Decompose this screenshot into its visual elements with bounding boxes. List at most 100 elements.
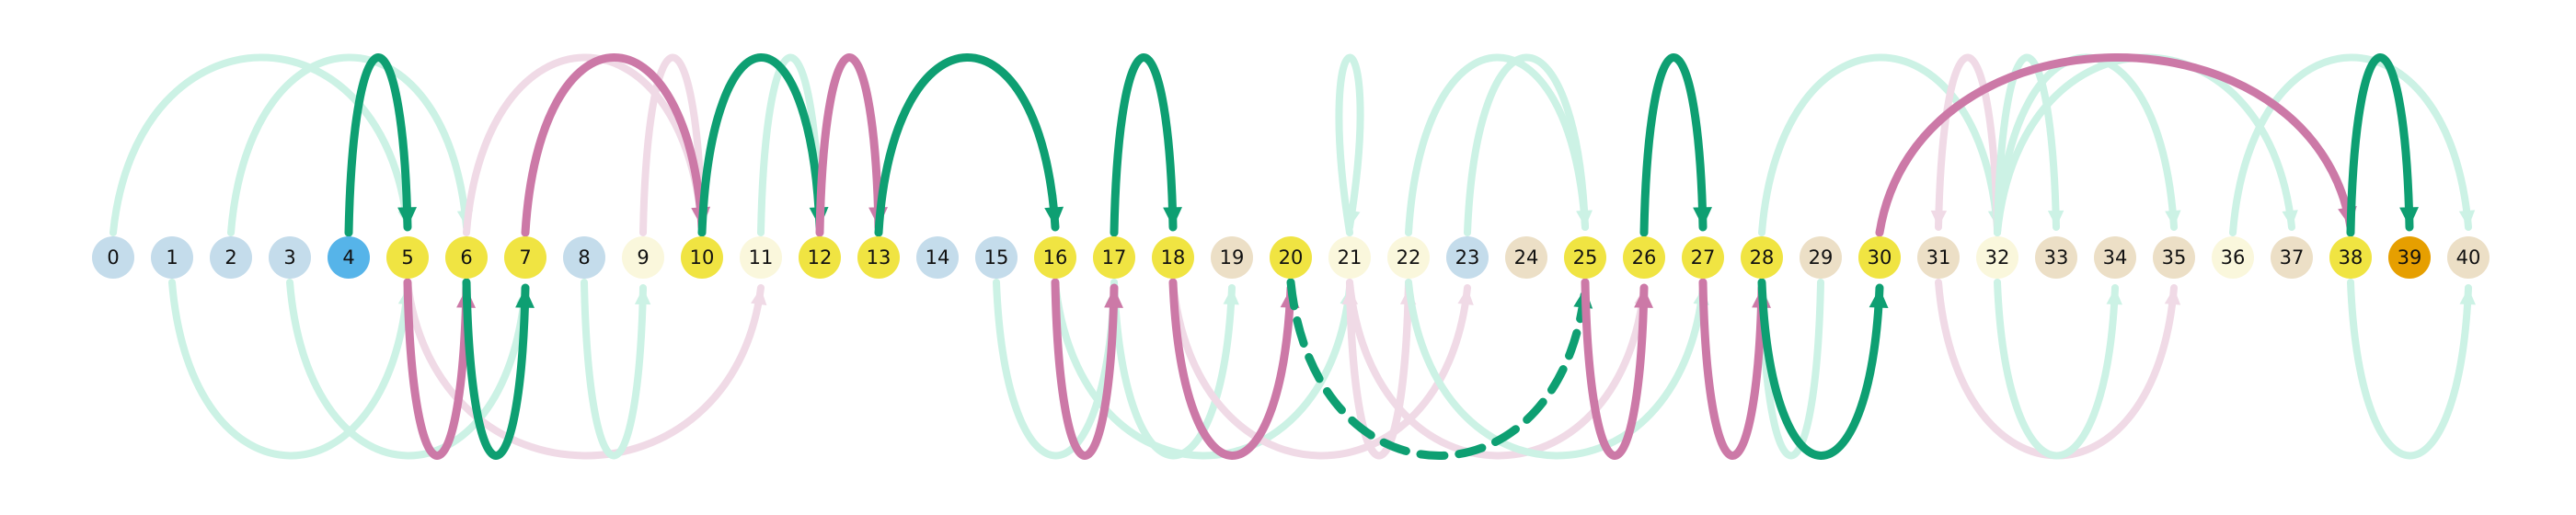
- edge-20-to-25-line: [1286, 278, 1590, 460]
- node-6-circle: [445, 236, 488, 279]
- node-19-label: 19: [1220, 246, 1245, 269]
- edge-38-to-39: [2346, 53, 2419, 237]
- faint-edges-layer: [109, 53, 2476, 460]
- node-11-label: 11: [749, 246, 774, 269]
- node-27-label: 27: [1691, 246, 1716, 269]
- edge-32-to-31: [1930, 53, 2001, 236]
- edge-1-to-5-line: [168, 279, 411, 460]
- edge-18-to-23: [1169, 279, 1474, 460]
- node-18: 18: [1152, 236, 1194, 279]
- edge-12-to-13-line: [815, 53, 883, 237]
- node-0: 0: [92, 236, 134, 279]
- node-29-circle: [1800, 236, 1842, 279]
- edge-9-to-10-line: [639, 53, 706, 236]
- node-27: 27: [1682, 236, 1724, 279]
- edge-26-to-27-line: [1639, 53, 1708, 237]
- node-26-circle: [1623, 236, 1665, 279]
- edge-16-to-21-line: [1052, 279, 1353, 460]
- edge-22-to-27-line: [1405, 279, 1707, 460]
- edge-23-to-25: [1464, 53, 1593, 236]
- edge-38-to-40-line: [2347, 279, 2472, 460]
- edge-26-to-27: [1639, 53, 1712, 237]
- edge-38-to-39-arrowhead: [2399, 207, 2419, 227]
- node-21-circle: [1328, 236, 1371, 279]
- node-33-label: 33: [2044, 246, 2069, 269]
- edge-5-to-11-arrowhead: [751, 288, 767, 305]
- edge-4-to-5: [344, 53, 417, 237]
- node-5-circle: [386, 236, 429, 279]
- edge-32-to-33: [1994, 53, 2064, 236]
- node-20-label: 20: [1279, 246, 1304, 269]
- node-10-circle: [681, 236, 723, 279]
- node-32-circle: [1976, 236, 2018, 279]
- edge-30-to-38-line: [1875, 53, 2355, 237]
- node-22: 22: [1387, 236, 1430, 279]
- edge-3-to-7-line: [286, 279, 529, 460]
- node-13-circle: [857, 236, 900, 279]
- edge-29-to-28-line: [1758, 279, 1824, 460]
- node-28: 28: [1741, 236, 1783, 279]
- edge-32-to-35-arrowhead: [2165, 210, 2181, 227]
- edge-17-to-19-line: [1110, 279, 1236, 460]
- node-19: 19: [1211, 236, 1253, 279]
- edge-32-to-34-line: [1994, 279, 2119, 460]
- edge-8-to-9-line: [581, 279, 647, 460]
- edge-31-to-35-line: [1935, 279, 2178, 460]
- node-6: 6: [445, 236, 488, 279]
- edge-25-to-26: [1581, 278, 1653, 460]
- edge-25-to-26-arrowhead: [1634, 288, 1653, 308]
- edge-8-to-9-arrowhead: [634, 288, 651, 305]
- edge-32-to-37-arrowhead: [2282, 210, 2298, 227]
- edge-6-to-7-line: [462, 278, 530, 460]
- edge-17-to-18-arrowhead: [1163, 207, 1182, 227]
- edge-32-to-35: [1994, 53, 2181, 236]
- edge-28-to-32-line: [1758, 53, 2001, 236]
- node-34: 34: [2094, 236, 2136, 279]
- node-15-label: 15: [984, 246, 1009, 269]
- node-22-label: 22: [1397, 246, 1421, 269]
- node-25-label: 25: [1573, 246, 1598, 269]
- edge-36-to-40-line: [2229, 53, 2472, 236]
- node-38: 38: [2329, 236, 2372, 279]
- node-24-circle: [1505, 236, 1547, 279]
- edge-36-to-40-arrowhead: [2458, 210, 2476, 227]
- edge-23-to-25-arrowhead: [1576, 210, 1593, 227]
- node-32: 32: [1976, 236, 2018, 279]
- node-7-label: 7: [519, 246, 531, 269]
- edge-36-to-40: [2229, 53, 2476, 236]
- node-4-circle: [328, 236, 370, 279]
- edge-22-to-25-line: [1405, 53, 1589, 236]
- edge-28-to-30: [1757, 278, 1889, 460]
- node-18-circle: [1152, 236, 1194, 279]
- node-14: 14: [916, 236, 959, 279]
- edge-18-to-23-arrowhead: [1457, 288, 1474, 305]
- node-39-label: 39: [2398, 246, 2422, 269]
- node-23-label: 23: [1455, 246, 1480, 269]
- edge-28-to-30-arrowhead: [1869, 288, 1889, 309]
- node-34-label: 34: [2103, 246, 2128, 269]
- edge-21-to-26-line: [1346, 279, 1648, 460]
- node-12-circle: [799, 236, 841, 279]
- node-25: 25: [1564, 236, 1606, 279]
- edge-13-to-16-arrowhead: [1044, 206, 1064, 227]
- node-4: 4: [328, 236, 370, 279]
- node-3-circle: [269, 236, 311, 279]
- node-2-circle: [210, 236, 252, 279]
- node-35-circle: [2153, 236, 2195, 279]
- node-29-label: 29: [1809, 246, 1834, 269]
- edge-17-to-19: [1110, 279, 1239, 460]
- node-22-circle: [1387, 236, 1430, 279]
- node-21: 21: [1328, 236, 1371, 279]
- node-4-label: 4: [342, 246, 354, 269]
- node-27-circle: [1682, 236, 1724, 279]
- node-38-label: 38: [2339, 246, 2363, 269]
- node-36-circle: [2212, 236, 2254, 279]
- node-16-circle: [1034, 236, 1076, 279]
- node-33-circle: [2035, 236, 2077, 279]
- node-12-label: 12: [808, 246, 833, 269]
- edge-2-to-6-line: [227, 53, 470, 236]
- node-18-label: 18: [1161, 246, 1186, 269]
- edge-32-to-33-line: [1994, 53, 2060, 236]
- node-21-label: 21: [1338, 246, 1363, 269]
